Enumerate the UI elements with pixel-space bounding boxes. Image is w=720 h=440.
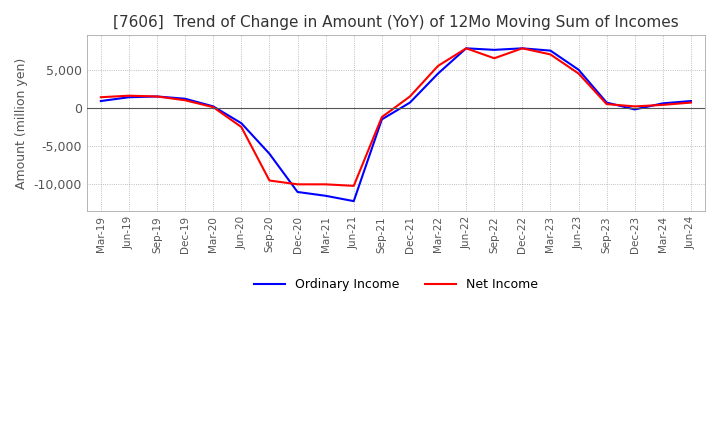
Ordinary Income: [631, 107, 639, 112]
Ordinary Income: [96, 99, 105, 104]
Ordinary Income: [209, 104, 217, 109]
Ordinary Income: [575, 67, 583, 72]
Net Income: [490, 55, 498, 61]
Net Income: [265, 178, 274, 183]
Ordinary Income: [237, 121, 246, 126]
Net Income: [349, 183, 358, 188]
Title: [7606]  Trend of Change in Amount (YoY) of 12Mo Moving Sum of Incomes: [7606] Trend of Change in Amount (YoY) o…: [113, 15, 679, 30]
Net Income: [546, 52, 555, 57]
Net Income: [153, 94, 161, 99]
Line: Net Income: Net Income: [101, 48, 691, 186]
Ordinary Income: [603, 100, 611, 105]
Ordinary Income: [349, 198, 358, 204]
Ordinary Income: [433, 71, 442, 76]
Net Income: [575, 71, 583, 76]
Net Income: [125, 93, 133, 98]
Net Income: [237, 125, 246, 130]
Net Income: [293, 182, 302, 187]
Ordinary Income: [293, 189, 302, 194]
Net Income: [181, 98, 189, 103]
Ordinary Income: [518, 46, 526, 51]
Ordinary Income: [377, 117, 386, 122]
Y-axis label: Amount (million yen): Amount (million yen): [15, 58, 28, 189]
Net Income: [321, 182, 330, 187]
Net Income: [96, 95, 105, 100]
Ordinary Income: [321, 193, 330, 198]
Ordinary Income: [546, 48, 555, 53]
Ordinary Income: [490, 47, 498, 52]
Ordinary Income: [153, 94, 161, 99]
Ordinary Income: [181, 96, 189, 101]
Net Income: [687, 100, 696, 105]
Ordinary Income: [687, 99, 696, 104]
Net Income: [209, 105, 217, 110]
Net Income: [405, 94, 414, 99]
Ordinary Income: [265, 151, 274, 156]
Net Income: [377, 114, 386, 120]
Net Income: [462, 46, 470, 51]
Net Income: [659, 102, 667, 107]
Ordinary Income: [405, 100, 414, 105]
Net Income: [603, 102, 611, 107]
Net Income: [631, 104, 639, 109]
Legend: Ordinary Income, Net Income: Ordinary Income, Net Income: [249, 273, 543, 296]
Net Income: [433, 63, 442, 69]
Line: Ordinary Income: Ordinary Income: [101, 48, 691, 201]
Ordinary Income: [125, 95, 133, 100]
Ordinary Income: [462, 46, 470, 51]
Ordinary Income: [659, 101, 667, 106]
Net Income: [518, 46, 526, 51]
